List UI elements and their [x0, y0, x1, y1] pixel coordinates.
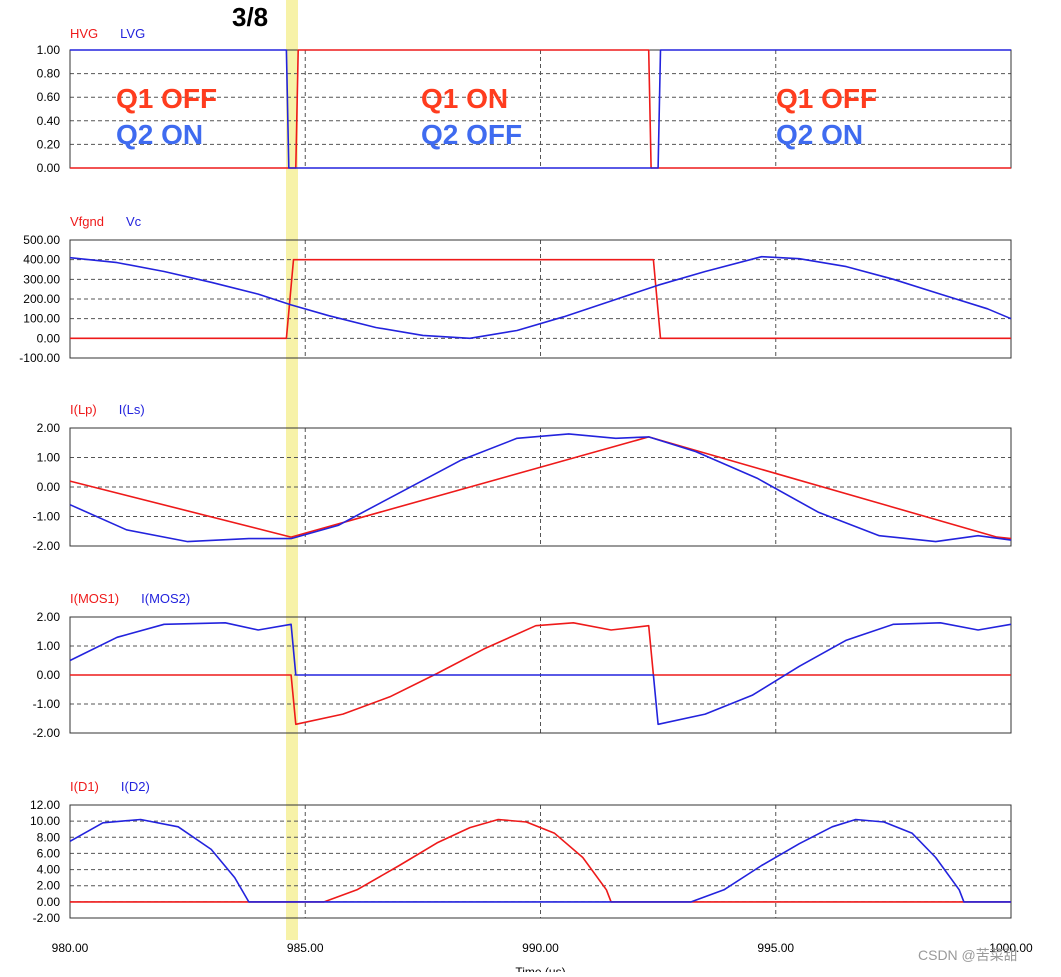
legend-entry-1: I(MOS1): [70, 591, 119, 606]
y-tick-label: 400.00: [23, 253, 60, 267]
legend-entry-2: I(MOS2): [141, 591, 190, 606]
y-tick-label: 10.00: [30, 814, 60, 828]
x-tick-label: 990.00: [522, 941, 559, 955]
legend-entry-1: I(Lp): [70, 402, 97, 417]
y-tick-label: 100.00: [23, 312, 60, 326]
watermark: CSDN @苦菜甜: [918, 947, 1018, 963]
legend-entry-1: HVG: [70, 26, 98, 41]
state-annotation-q2: Q2 OFF: [421, 119, 522, 150]
legend-entry-1: I(D1): [70, 779, 99, 794]
y-tick-label: 0.60: [37, 90, 61, 104]
y-tick-label: -2.00: [33, 539, 61, 553]
y-tick-label: 1.00: [37, 451, 61, 465]
y-tick-label: -1.00: [33, 697, 61, 711]
series-line-2: [70, 49, 1011, 169]
state-annotation-q1: Q1 ON: [421, 83, 508, 114]
y-tick-label: 2.00: [37, 879, 61, 893]
y-tick-label: 2.00: [37, 610, 61, 624]
y-tick-label: -1.00: [33, 510, 61, 524]
panel-1: 1.00 0.80 0.60 0.40 0.20 0.00 HVG LVG: [37, 26, 1012, 175]
y-tick-label: 6.00: [37, 846, 61, 860]
state-annotation-q2: Q2 ON: [776, 119, 863, 150]
legend-entry-1: Vfgnd: [70, 214, 104, 229]
y-tick-label: 8.00: [37, 830, 61, 844]
panel-3: 2.00 1.00 0.00 -1.00 -2.00 I(Lp) I(Ls): [33, 402, 1012, 553]
panel-frame: [69, 804, 1012, 919]
y-tick-label: 0.00: [37, 895, 61, 909]
series-line-1: [70, 258, 1011, 340]
panel-5: 12.00 10.00 8.00 6.00 4.00 2.00 0.00 -2.00 I(D1)…: [30, 779, 1012, 925]
marker-label: 3/8: [232, 2, 268, 32]
legend-entry-2: I(Ls): [119, 402, 145, 417]
series-line-1: [70, 621, 1011, 726]
x-tick-label: 995.00: [757, 941, 794, 955]
y-tick-label: 0.20: [37, 137, 61, 151]
marker-highlight-band: [286, 0, 298, 940]
x-tick-label: 985.00: [287, 941, 324, 955]
y-tick-label: 0.00: [37, 668, 61, 682]
state-annotation-q1: Q1 OFF: [776, 83, 877, 114]
y-tick-label: 1.00: [37, 639, 61, 653]
panel-frame: [69, 239, 1012, 359]
y-tick-label: 0.00: [37, 161, 61, 175]
x-tick-label: 1000.00: [989, 941, 1033, 955]
y-tick-label: 0.40: [37, 114, 61, 128]
x-axis-label: Time (us): [515, 965, 565, 972]
legend-entry-2: Vc: [126, 214, 142, 229]
y-tick-label: -100.00: [19, 351, 60, 365]
y-tick-label: 1.00: [37, 43, 61, 57]
y-tick-label: 0.00: [37, 331, 61, 345]
y-tick-label: 200.00: [23, 292, 60, 306]
panel-frame: [69, 427, 1012, 547]
series-line-1: [70, 818, 1011, 903]
y-tick-label: 0.00: [37, 480, 61, 494]
x-tick-label: 980.00: [52, 941, 89, 955]
panel-4: 2.00 1.00 0.00 -1.00 -2.00 I(MOS1) I(MOS2): [33, 591, 1012, 740]
series-line-2: [69, 818, 1011, 903]
y-tick-label: 12.00: [30, 798, 60, 812]
series-line-2: [69, 621, 1012, 726]
y-tick-label: -2.00: [33, 911, 61, 925]
y-tick-label: 500.00: [23, 233, 60, 247]
y-tick-label: -2.00: [33, 726, 61, 740]
panel-2: 500.00 400.00 300.00 200.00 100.00 0.00 -100.0…: [19, 214, 1012, 365]
series-line-2: [69, 433, 1012, 543]
y-tick-label: 0.80: [37, 67, 61, 81]
legend-entry-2: LVG: [120, 26, 145, 41]
state-annotation-q2: Q2 ON: [116, 119, 203, 150]
y-tick-label: 4.00: [37, 863, 61, 877]
legend-entry-2: I(D2): [121, 779, 150, 794]
series-line-1: [70, 49, 1011, 169]
y-tick-label: 2.00: [37, 421, 61, 435]
series-line-2: [69, 255, 1012, 340]
state-annotation-q1: Q1 OFF: [116, 83, 217, 114]
y-tick-label: 300.00: [23, 272, 60, 286]
